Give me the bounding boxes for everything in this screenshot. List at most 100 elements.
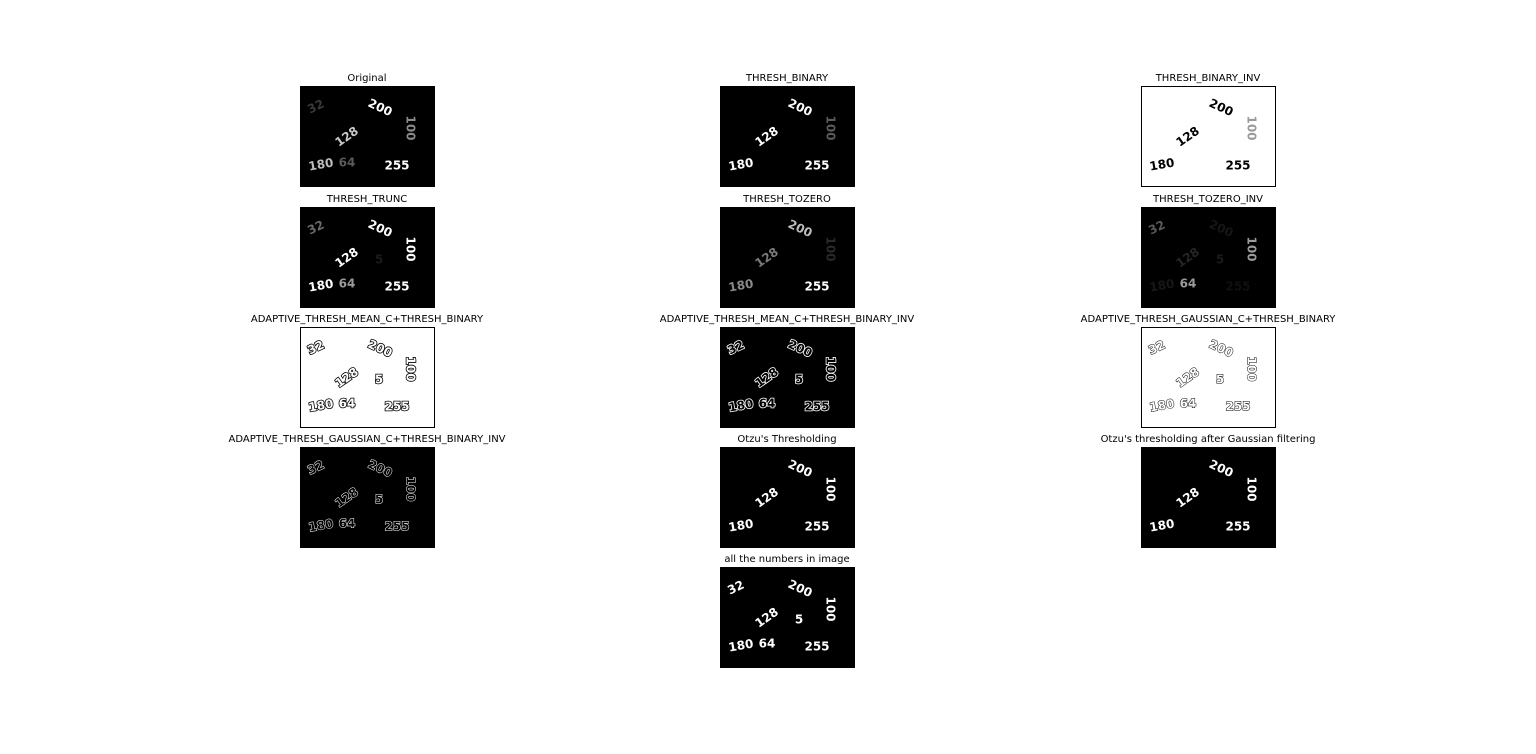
number-100: 100	[823, 236, 837, 261]
number-255: 255	[1225, 280, 1250, 294]
panel-background	[719, 207, 855, 308]
number-180: 180	[307, 516, 334, 534]
number-64: 64	[758, 637, 775, 651]
number-5: 5	[374, 253, 382, 267]
panel-thresh-tozero: THRESH_TOZERO 200 100 128 180 255	[637, 193, 937, 308]
number-255: 255	[1225, 520, 1250, 534]
number-180: 180	[727, 276, 754, 294]
panel-background	[1140, 447, 1276, 548]
panel-title: ADAPTIVE_THRESH_GAUSSIAN_C+THRESH_BINARY…	[228, 434, 506, 445]
panel-background	[299, 447, 435, 548]
number-100: 100	[403, 236, 417, 261]
panel-adaptive-gaussian-binary: ADAPTIVE_THRESH_GAUSSIAN_C+THRESH_BINARY…	[1058, 313, 1358, 428]
number-5: 5	[374, 373, 382, 387]
number-180: 180	[727, 516, 754, 534]
number-255: 255	[384, 159, 409, 173]
number-32: 32	[1146, 218, 1167, 238]
number-100: 100	[1244, 476, 1258, 501]
number-255: 255	[804, 159, 829, 173]
number-100: 100	[1244, 236, 1258, 261]
number-255: 255	[804, 520, 829, 534]
panel-title: THRESH_TRUNC	[326, 194, 408, 205]
number-180: 180	[727, 396, 754, 414]
number-64: 64	[338, 517, 355, 531]
panel-title: THRESH_TOZERO	[743, 194, 831, 205]
panel-title: ADAPTIVE_THRESH_MEAN_C+THRESH_BINARY	[250, 314, 484, 325]
number-64: 64	[1179, 397, 1196, 411]
panel-adaptive-mean-binary-inv: ADAPTIVE_THRESH_MEAN_C+THRESH_BINARY_INV…	[637, 313, 937, 428]
panel-background	[1140, 327, 1276, 428]
panel-thresh-binary-inv: THRESH_BINARY_INV 200 100 128 180 255	[1058, 72, 1358, 187]
panel-title: Otzu's Thresholding	[737, 434, 837, 445]
panel-thresh-binary: THRESH_BINARY 200 100 128 180 255	[637, 72, 937, 187]
number-5: 5	[374, 493, 382, 507]
number-255: 255	[804, 400, 829, 414]
panel-all-numbers: all the numbers in image 32 200 100 128 5 180…	[637, 553, 937, 668]
number-180: 180	[307, 155, 334, 173]
number-5: 5	[1215, 373, 1223, 387]
number-64: 64	[1179, 277, 1196, 291]
number-5: 5	[794, 613, 802, 627]
panel-background	[299, 86, 435, 187]
number-100: 100	[823, 356, 837, 381]
number-255: 255	[1225, 159, 1250, 173]
panel-original: Original 32 200 100 128 180 64 255	[217, 72, 517, 187]
number-255: 255	[804, 280, 829, 294]
panel-background	[1140, 207, 1276, 308]
panel-title: Original	[347, 73, 387, 84]
panel-adaptive-gaussian-binary-inv: ADAPTIVE_THRESH_GAUSSIAN_C+THRESH_BINARY…	[217, 433, 517, 548]
number-64: 64	[338, 156, 355, 170]
number-100: 100	[403, 115, 417, 140]
number-180: 180	[307, 276, 334, 294]
panel-otsu-gaussian: Otzu's thresholding after Gaussian filte…	[1058, 433, 1358, 548]
number-180: 180	[1148, 276, 1175, 294]
number-5: 5	[794, 373, 802, 387]
number-255: 255	[1225, 400, 1250, 414]
panel-background	[1140, 86, 1276, 187]
number-64: 64	[338, 397, 355, 411]
number-180: 180	[307, 396, 334, 414]
panel-title: all the numbers in image	[724, 554, 850, 565]
number-100: 100	[1244, 115, 1258, 140]
panel-thresh-trunc: THRESH_TRUNC 32 200 100 128 5 180 64 255	[217, 193, 517, 308]
panel-title: THRESH_TOZERO_INV	[1153, 194, 1263, 205]
number-180: 180	[727, 636, 754, 654]
number-32: 32	[305, 97, 326, 117]
panel-background	[299, 207, 435, 308]
number-100: 100	[403, 476, 417, 501]
panel-title: THRESH_BINARY_INV	[1155, 73, 1261, 84]
number-255: 255	[384, 280, 409, 294]
panel-thresh-tozero-inv: THRESH_TOZERO_INV 32 200 100 128 5 180 64 255	[1058, 193, 1358, 308]
number-64: 64	[758, 397, 775, 411]
number-180: 180	[1148, 396, 1175, 414]
panel-background	[719, 86, 855, 187]
panel-background	[299, 327, 435, 428]
panel-title: ADAPTIVE_THRESH_GAUSSIAN_C+THRESH_BINARY	[1080, 314, 1336, 325]
number-5: 5	[1215, 253, 1223, 267]
number-64: 64	[338, 277, 355, 291]
number-32: 32	[305, 218, 326, 238]
number-100: 100	[823, 476, 837, 501]
panel-background	[719, 447, 855, 548]
panel-background	[719, 567, 855, 668]
number-100: 100	[1244, 356, 1258, 381]
number-100: 100	[823, 596, 837, 621]
number-180: 180	[727, 155, 754, 173]
number-100: 100	[823, 115, 837, 140]
number-100: 100	[403, 356, 417, 381]
number-255: 255	[384, 400, 409, 414]
panel-title: Otzu's thresholding after Gaussian filte…	[1100, 434, 1316, 445]
